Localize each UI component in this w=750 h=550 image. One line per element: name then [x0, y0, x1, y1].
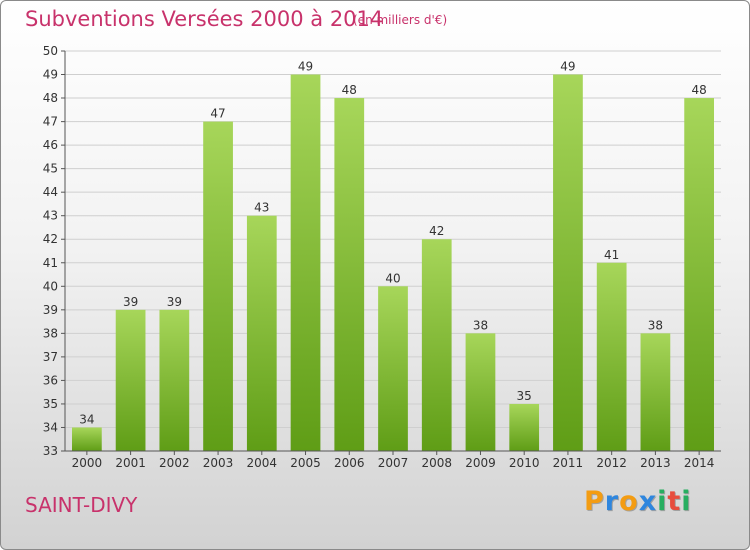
data-label-2008: 42	[429, 224, 444, 238]
bar-2007	[378, 286, 408, 451]
logo-letter: r	[604, 486, 620, 517]
data-label-2004: 43	[254, 201, 269, 215]
x-tick-label-2013: 2013	[640, 456, 671, 470]
bar-2005	[290, 74, 321, 451]
x-tick-label-2014: 2014	[684, 456, 715, 470]
bar-2001	[115, 309, 146, 451]
x-tick-label-2000: 2000	[72, 456, 103, 470]
x-tick-label-2004: 2004	[247, 456, 278, 470]
bar-2006	[334, 98, 365, 451]
data-label-2007: 40	[385, 271, 400, 285]
data-label-2001: 39	[123, 295, 138, 309]
logo-letter: i	[681, 486, 692, 517]
data-label-2000: 34	[79, 412, 94, 426]
logo-letter: i	[657, 486, 668, 517]
bar-2014	[684, 98, 715, 451]
logo-letter: P	[584, 486, 605, 517]
y-tick-label: 35	[43, 397, 58, 411]
y-tick-label: 39	[43, 303, 58, 317]
y-tick-label: 37	[43, 350, 58, 364]
axes: 33 34 35 36 37 38 39 40 41 42 43 44 45 46 47 48 49 50 2000…	[43, 44, 721, 470]
bar-2013	[640, 333, 671, 451]
data-label-2002: 39	[167, 295, 182, 309]
data-label-2003: 47	[210, 107, 225, 121]
logo-letter: t	[667, 486, 682, 517]
x-tick-label-2001: 2001	[115, 456, 146, 470]
y-tick-label: 33	[43, 444, 58, 458]
y-tick-label: 47	[43, 115, 58, 129]
y-tick-label: 50	[43, 44, 58, 58]
y-tick-label: 44	[43, 185, 58, 199]
bar-2011	[553, 74, 583, 451]
bar-2009	[465, 333, 496, 451]
chart-title: Subventions Versées 2000 à 2014	[25, 7, 384, 31]
y-tick-label: 34	[43, 420, 58, 434]
y-tick-label: 40	[43, 279, 58, 293]
x-tick-label-2007: 2007	[378, 456, 409, 470]
logo-letter: o	[619, 486, 639, 517]
y-tick-label: 48	[43, 91, 58, 105]
x-tick-label-2010: 2010	[509, 456, 540, 470]
place-name: SAINT-DIVY	[25, 493, 138, 517]
x-tick-label-2002: 2002	[159, 456, 190, 470]
x-tick-label-2009: 2009	[465, 456, 496, 470]
proxiti-logo: Proxiti	[584, 486, 692, 517]
bar-2008	[421, 239, 452, 451]
y-tick-label: 49	[43, 68, 58, 82]
x-tick-label-2008: 2008	[421, 456, 452, 470]
data-label-2010: 35	[517, 389, 532, 403]
bar-2003	[203, 121, 233, 452]
y-tick-label: 38	[43, 326, 58, 340]
bar-2010	[509, 403, 540, 451]
x-tick-label-2003: 2003	[203, 456, 234, 470]
y-tick-label: 45	[43, 162, 58, 176]
data-label-2013: 38	[648, 318, 663, 332]
logo-letter: x	[638, 486, 658, 517]
y-tick-label: 41	[43, 256, 58, 270]
bar-2012	[596, 262, 627, 451]
bar-2000	[71, 427, 102, 451]
data-label-2006: 48	[342, 83, 357, 97]
y-tick-label: 43	[43, 209, 58, 223]
data-label-2012: 41	[604, 248, 619, 262]
x-tick-label-2012: 2012	[596, 456, 627, 470]
y-tick-label: 46	[43, 138, 58, 152]
y-tick-label: 42	[43, 232, 58, 246]
data-label-2014: 48	[691, 83, 706, 97]
bars: 34 39 39 47 43 49 48 40 42 38 35 49 41 38 48	[71, 60, 715, 452]
data-label-2005: 49	[298, 60, 313, 74]
data-label-2009: 38	[473, 318, 488, 332]
unit-note: (en milliers d'€)	[353, 13, 448, 27]
y-tick-label: 36	[43, 373, 58, 387]
bar-2002	[159, 309, 190, 451]
x-tick-label-2006: 2006	[334, 456, 365, 470]
x-tick-label-2005: 2005	[290, 456, 321, 470]
data-label-2011: 49	[560, 60, 575, 74]
x-tick-label-2011: 2011	[553, 456, 584, 470]
bar-2004	[246, 215, 277, 451]
